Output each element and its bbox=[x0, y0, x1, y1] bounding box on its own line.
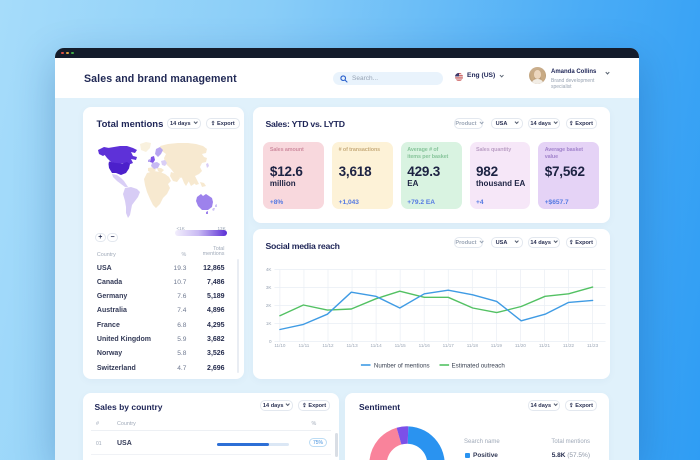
svg-text:11/21: 11/21 bbox=[538, 343, 550, 348]
svg-text:11/10: 11/10 bbox=[274, 343, 286, 348]
svg-text:11/18: 11/18 bbox=[466, 343, 478, 348]
svg-text:11/16: 11/16 bbox=[418, 343, 430, 348]
svg-text:Estimated outreach: Estimated outreach bbox=[451, 362, 505, 369]
svg-text:11/15: 11/15 bbox=[394, 343, 406, 348]
svg-text:11/11: 11/11 bbox=[298, 343, 309, 348]
svg-text:11/12: 11/12 bbox=[322, 343, 334, 348]
svg-text:11/20: 11/20 bbox=[514, 343, 526, 348]
svg-text:3K: 3K bbox=[265, 285, 272, 290]
svg-text:4K: 4K bbox=[265, 267, 272, 272]
svg-text:Number of mentions: Number of mentions bbox=[373, 362, 429, 369]
svg-text:11/17: 11/17 bbox=[442, 343, 454, 348]
svg-text:11/23: 11/23 bbox=[586, 343, 598, 348]
svg-text:2K: 2K bbox=[265, 303, 272, 308]
svg-text:1K: 1K bbox=[265, 321, 272, 326]
svg-text:11/13: 11/13 bbox=[346, 343, 358, 348]
svg-text:0: 0 bbox=[268, 339, 271, 344]
svg-text:11/14: 11/14 bbox=[370, 343, 382, 348]
svg-text:11/19: 11/19 bbox=[490, 343, 502, 348]
svg-text:11/22: 11/22 bbox=[562, 343, 574, 348]
